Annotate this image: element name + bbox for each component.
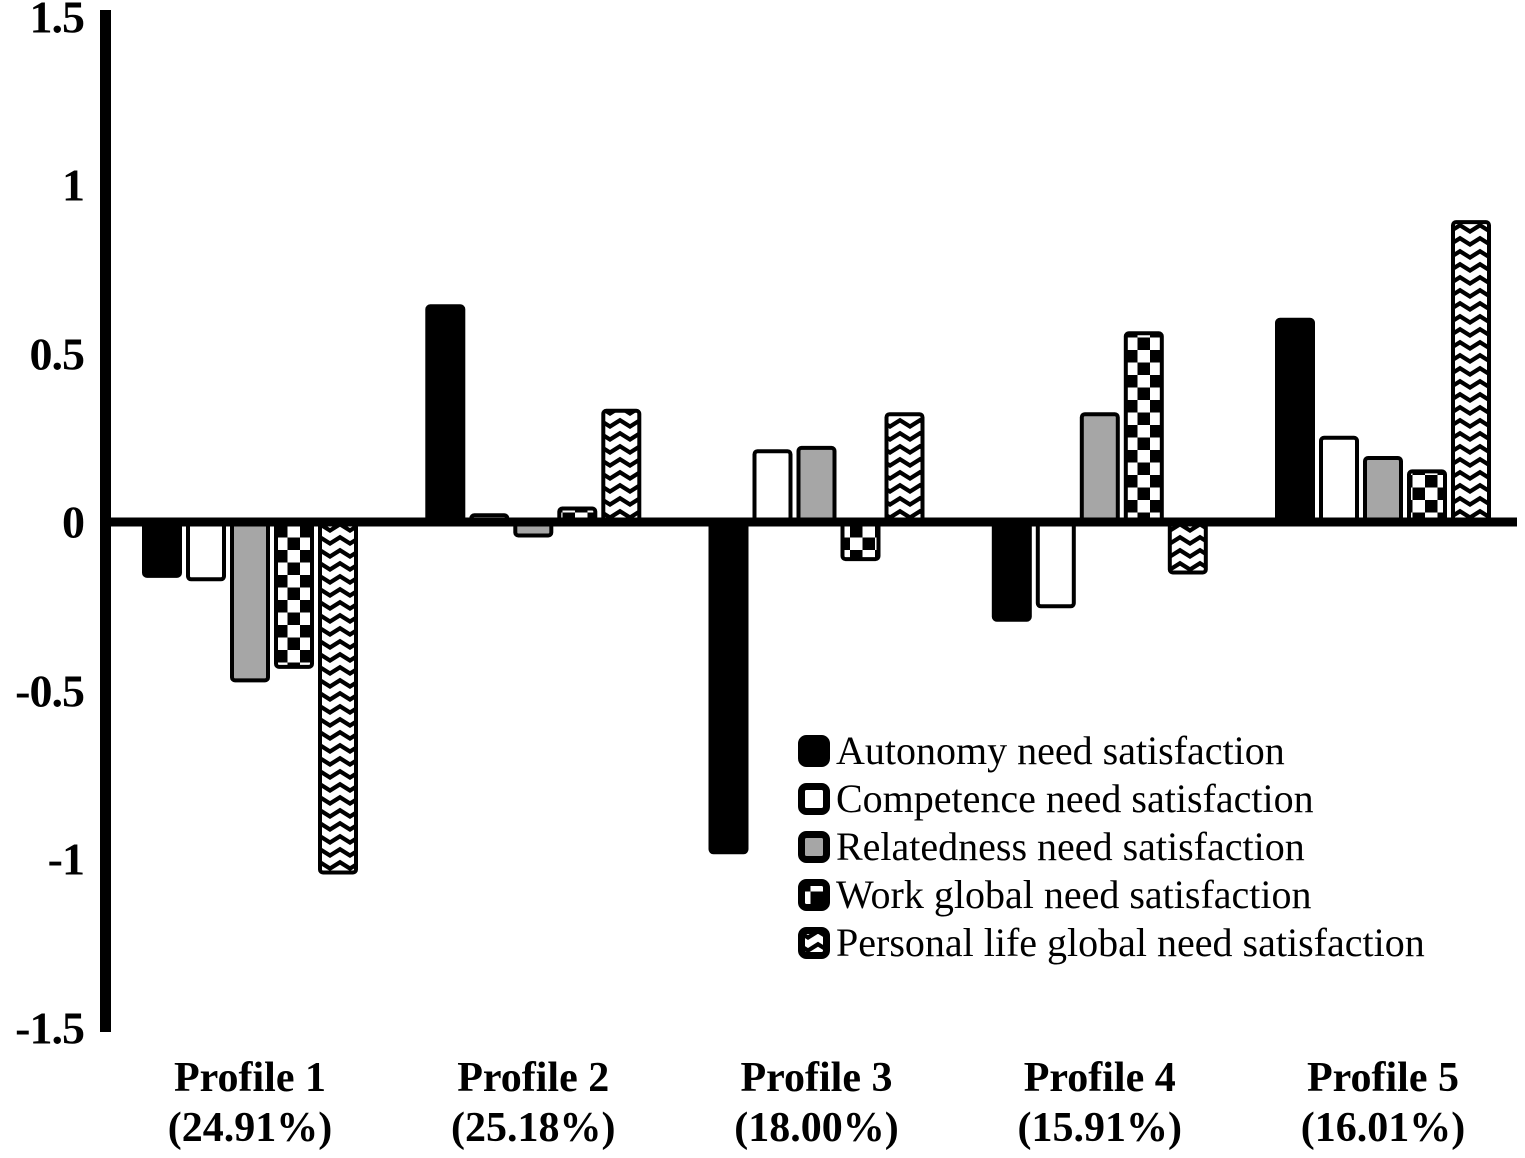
x-label-percentage: (24.91%): [167, 1105, 333, 1151]
bar-profile-2-personal-life-global-need-satisfaction: [601, 408, 642, 524]
bar-profile-5-competence-need-satisfaction: [1319, 435, 1359, 525]
bar-profile-3-work-global-need-satisfaction: [840, 520, 881, 562]
x-label-profile-3: Profile 3 (18.00%): [734, 1053, 898, 1153]
bar-profile-3-autonomy-need-satisfaction: [708, 520, 749, 855]
legend-item-relatedness-need-satisfaction: Relatedness need satisfaction: [798, 823, 1425, 871]
legend-swatch-rect: [798, 927, 830, 959]
bar-profile-1-work-global-need-satisfaction: [274, 520, 314, 669]
x-label-line1: Profile 1: [173, 1055, 327, 1101]
x-label-profile-1: Profile 1 (24.91%): [168, 1053, 332, 1153]
bar-profile-5-relatedness-need-satisfaction: [1363, 456, 1403, 524]
bar-profile-4-relatedness-need-satisfaction: [1079, 412, 1120, 525]
legend-label: Work global need satisfaction: [836, 872, 1312, 917]
bar-profile-1-autonomy-need-satisfaction: [142, 520, 182, 578]
bar-profile-3-personal-life-global-need-satisfaction: [884, 412, 925, 525]
y-tick-1-5: 1.5: [29, 0, 86, 42]
y-tick-0: 0: [62, 496, 85, 548]
y-tick-0-5: 0.5: [29, 328, 86, 379]
bar-profile-4-autonomy-need-satisfaction: [991, 520, 1032, 622]
legend-item-personal-life-global-need-satisfaction: Personal life global need satisfaction: [798, 919, 1425, 967]
bar-profile-4-work-global-need-satisfaction: [1123, 331, 1164, 524]
legend-item-competence-need-satisfaction: Competence need satisfaction: [798, 775, 1425, 823]
y-tick--1: -1: [47, 833, 85, 885]
bar-profile-3-competence-need-satisfaction: [752, 449, 793, 525]
bar-profile-1-competence-need-satisfaction: [186, 520, 226, 582]
legend-swatch-rect: [798, 783, 830, 815]
legend-label: Competence need satisfaction: [836, 776, 1314, 821]
y-tick-1: 1: [62, 159, 85, 211]
bar-profile-3-relatedness-need-satisfaction: [796, 445, 837, 524]
legend-label: Autonomy need satisfaction: [836, 728, 1285, 773]
x-axis-zero-line: [100, 517, 1517, 527]
legend-swatch-rect: [798, 831, 830, 863]
x-label-profile-2: Profile 2 (25.18%): [451, 1053, 615, 1153]
legend-label: Personal life global need satisfaction: [836, 920, 1425, 965]
legend-label: Relatedness need satisfaction: [836, 824, 1305, 869]
checker-swatch-icon: [798, 879, 830, 911]
x-label-percentage: (16.01%): [1300, 1105, 1466, 1151]
bar-profile-5-personal-life-global-need-satisfaction: [1451, 220, 1491, 524]
x-label-profile-5: Profile 5 (16.01%): [1301, 1053, 1465, 1153]
legend-swatch-rect: [798, 735, 830, 767]
bar-profile-1-relatedness-need-satisfaction: [230, 520, 270, 683]
axes-layer: [100, 10, 1517, 1032]
solid-black-swatch-icon: [798, 735, 830, 767]
legend-swatch-rect: [798, 879, 830, 911]
y-tick--1-5: -1.5: [15, 1002, 85, 1053]
x-label-percentage: (25.18%): [451, 1105, 616, 1151]
legend: Autonomy need satisfaction Competence nee…: [798, 727, 1425, 967]
x-label-line1: Profile 2: [457, 1055, 610, 1101]
gray-swatch-icon: [798, 831, 830, 863]
bars-layer: [142, 220, 1491, 875]
x-label-percentage: (15.91%): [1017, 1105, 1182, 1151]
chevron-swatch-icon: [798, 927, 830, 959]
white-swatch-icon: [798, 783, 830, 815]
x-label-line1: Profile 5: [1306, 1055, 1460, 1101]
x-label-profile-4: Profile 4 (15.91%): [1018, 1053, 1182, 1153]
x-label-line1: Profile 4: [1023, 1055, 1176, 1101]
y-tick--0-5: -0.5: [15, 665, 85, 716]
bar-profile-4-personal-life-global-need-satisfaction: [1167, 520, 1208, 575]
legend-item-work-global-need-satisfaction: Work global need satisfaction: [798, 871, 1425, 919]
x-label-percentage: (18.00%): [734, 1105, 899, 1151]
bar-profile-2-autonomy-need-satisfaction: [425, 304, 466, 524]
legend-item-autonomy-need-satisfaction: Autonomy need satisfaction: [798, 727, 1425, 775]
bar-profile-5-autonomy-need-satisfaction: [1275, 317, 1315, 524]
x-label-line1: Profile 3: [740, 1055, 893, 1101]
bar-profile-4-competence-need-satisfaction: [1035, 520, 1076, 609]
bar-profile-5-work-global-need-satisfaction: [1407, 469, 1447, 524]
bar-profile-1-personal-life-global-need-satisfaction: [318, 520, 358, 875]
